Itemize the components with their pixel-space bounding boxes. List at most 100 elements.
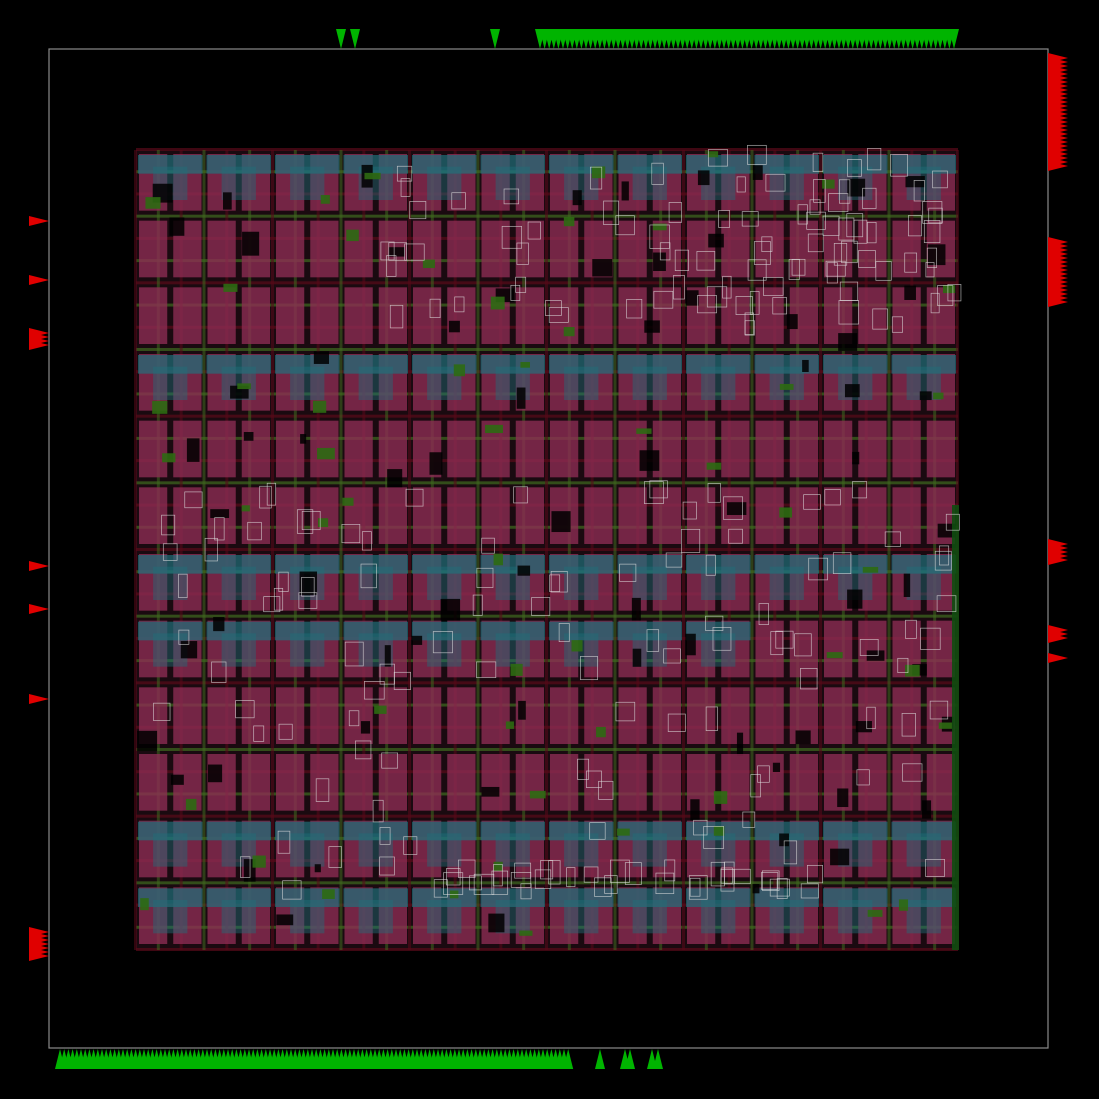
std-cell-block [618,754,647,811]
left-pins [29,216,49,961]
teal-macro-strip [549,621,614,641]
top-pins [336,29,959,49]
teal-macro-strip [275,155,340,174]
placement-gap [517,565,531,576]
placement-gap [387,469,403,488]
std-cell-block [858,487,887,544]
placement-gap [516,387,526,409]
teal-macro-strip [275,555,340,574]
std-cell-block [344,754,373,811]
cell-outline [153,702,171,721]
placement-gap [847,178,866,197]
cell-outline [615,215,635,236]
cell-outline [824,489,841,506]
cell-outline [913,180,925,202]
filler-cell [505,721,514,729]
placement-gap [844,384,860,398]
routing-track-v [864,150,868,950]
placement-gap [440,598,461,623]
teal-cell [769,900,804,934]
filler-cell [905,664,920,677]
placement-gap [639,450,660,471]
cell-outline [693,819,708,836]
cell-outline [451,192,466,210]
edge-filler-strip [952,505,959,950]
cell-outline [513,486,528,504]
cell-outline [380,241,395,261]
teal-cell [221,566,256,600]
cell-outline [741,211,759,227]
cell-outline [296,509,314,534]
right-pin [1048,161,1068,171]
placement-gap [276,914,294,926]
std-cell-block [344,220,373,278]
filler-cell [563,216,575,227]
filler-cell [241,505,250,512]
cell-outline [705,554,716,576]
std-cell-block [447,487,476,544]
teal-macro-strip [823,155,888,174]
cell-outline [839,179,851,204]
teal-macro-strip [138,155,203,174]
cell-outline [808,557,828,581]
left-pin [29,275,49,285]
teal-macro-strip [206,355,271,374]
placement-gap [180,641,198,659]
teal-cell [358,366,393,400]
cell-outline [610,859,630,883]
cell-outline [443,872,464,895]
cell-outline [379,827,391,845]
cell-outline [653,290,674,309]
std-cell-block [310,754,339,811]
std-cell-block [515,287,544,344]
teal-cell [290,900,325,934]
cell-outline [763,277,784,296]
placement-gap [697,170,710,186]
placement-gap [572,190,582,206]
filler-cell [237,383,251,390]
std-cell-block [139,754,168,811]
placement-gap [223,192,232,210]
cell-outline [604,875,618,894]
teal-macro-strip [549,888,614,907]
std-cell-block [515,487,544,544]
cell-outline [361,531,372,551]
cell-outline [761,870,780,891]
teal-macro-strip [891,355,956,374]
teal-macro-strip [480,155,545,174]
cell-outline [791,258,806,276]
placement-gap [752,883,760,894]
std-cell-block [276,420,305,478]
teal-macro-strip [686,888,751,907]
std-cell-block [584,287,613,344]
cell-outline [386,255,397,277]
std-cell-block [310,687,339,744]
cell-outline [735,296,753,315]
std-cell-block [755,687,784,744]
cell-outline [615,701,636,722]
teal-macro-strip [206,155,271,174]
routing-track-v [522,150,526,950]
filler-cell [867,909,883,917]
placement-gap [847,589,863,609]
placement-gap [170,774,184,785]
cell-outline [594,877,612,897]
teal-macro-strip [686,155,751,174]
std-cell-block [276,687,305,744]
filler-cell [636,428,652,434]
placement-gap [300,434,307,444]
std-cell-block [173,487,202,544]
cell-outline [761,872,779,890]
cell-outline [839,281,859,301]
cell-outline [742,811,756,828]
routing-track-v [134,150,137,950]
cell-outline [847,159,862,177]
cell-outline [832,552,852,574]
cell-outline [734,868,751,885]
cell-outline [908,215,922,237]
routing-track-v [316,150,320,950]
cell-outline [688,875,708,900]
cell-outline [577,758,590,780]
cell-outline [515,276,527,293]
std-cell-block [344,420,373,478]
